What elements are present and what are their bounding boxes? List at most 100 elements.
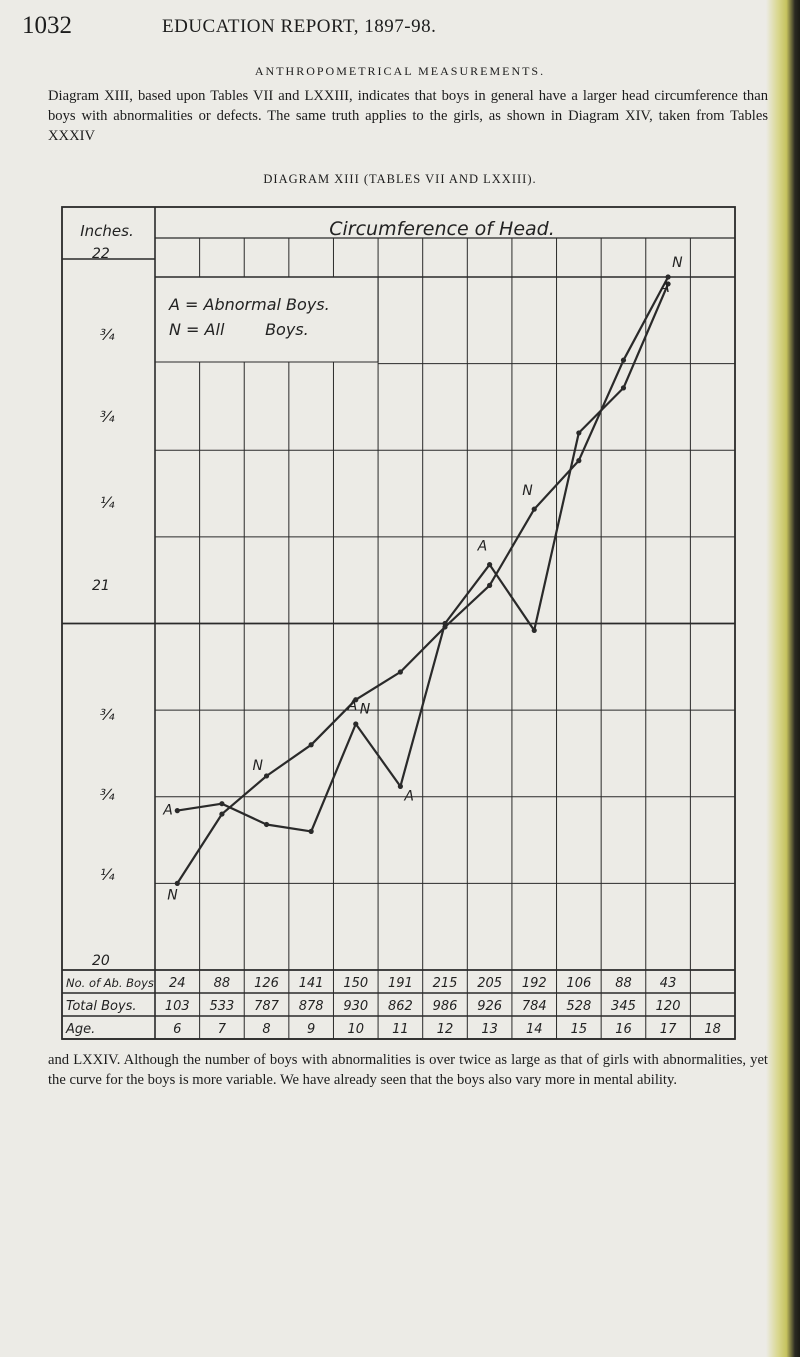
series-label-a: A [347, 698, 358, 714]
y-tick-label: 20 [92, 953, 110, 969]
table-row-label: Total Boys. [66, 999, 137, 1014]
data-point-n [487, 582, 493, 588]
page-number: 1032 [22, 12, 72, 39]
table-cell: 926 [477, 999, 502, 1014]
y-tick-label: ¾ [100, 706, 115, 724]
table-cell: 88 [615, 976, 632, 991]
table-cell: 12 [437, 1022, 454, 1037]
series-label-a: A [162, 803, 173, 819]
intro-paragraph: Diagram XIII, based upon Tables VII and … [48, 88, 768, 144]
y-tick-label: ¾ [100, 408, 115, 426]
table-cell: 43 [660, 976, 677, 991]
table-cell: 88 [214, 976, 231, 991]
y-tick-label: ¼ [100, 494, 115, 512]
y-tick-label: ¾ [100, 786, 115, 804]
table-cell: 120 [656, 999, 681, 1014]
table-row-label: No. of Ab. Boys [66, 976, 154, 990]
table-cell: 24 [169, 976, 186, 991]
legend-line-abnormal: A = Abnormal Boys. [168, 295, 330, 314]
outro-paragraph: and LXXIV. Although the number of boys w… [48, 1052, 768, 1088]
data-point-n [308, 742, 314, 748]
series-label-a: A [659, 280, 670, 296]
table-cell: 862 [388, 999, 413, 1014]
table-cell: 150 [343, 976, 368, 991]
table-cell: 14 [526, 1022, 543, 1037]
data-table: No. of Ab. Boys 24 88 126 141 150 191 215 205 192… [65, 976, 721, 1037]
table-cell: 126 [254, 976, 279, 991]
running-head: 1032 EDUCATION REPORT, 1897-98. [22, 12, 762, 42]
series-label-n: N [360, 702, 371, 718]
data-point-n [576, 458, 582, 464]
y-tick-label: ¼ [100, 866, 115, 884]
table-cell: 784 [522, 999, 547, 1014]
data-point-a [353, 721, 359, 727]
series-label-n: N [253, 758, 264, 774]
data-point-a [665, 281, 671, 287]
data-point-n [620, 357, 627, 363]
data-point-a [308, 828, 314, 835]
y-tick-labels: 22 ¾ ¾ ¼ 21 ¾ ¾ ¼ 20 [92, 246, 115, 969]
series-label-a: A [477, 539, 488, 555]
section-title: ANTHROPOMETRICAL MEASUREMENTS. [254, 64, 546, 78]
table-cell: 9 [307, 1022, 315, 1037]
series-line-a [177, 283, 670, 833]
series-label-n: N [167, 887, 178, 903]
table-cell: 986 [433, 999, 458, 1014]
table-cell: 141 [299, 976, 324, 991]
y-tick-label: ¾ [100, 326, 115, 344]
table-cell: 878 [299, 999, 324, 1014]
table-cell: 533 [210, 999, 235, 1014]
table-cell: 7 [218, 1022, 227, 1037]
table-cell: 15 [571, 1022, 588, 1037]
table-cell: 18 [704, 1022, 721, 1037]
series-label-a: A [403, 788, 414, 804]
table-cell: 11 [392, 1022, 409, 1037]
table-cell: 17 [660, 1022, 677, 1037]
table-cell: 8 [262, 1022, 270, 1037]
data-point-n [219, 811, 225, 817]
data-point-n [665, 274, 671, 280]
table-cell: 787 [254, 999, 280, 1014]
table-cell: 930 [343, 999, 368, 1014]
legend-line-all: N = All Boys. [169, 320, 309, 339]
data-point-a [219, 801, 225, 807]
data-point-a [174, 808, 180, 814]
data-point-a [531, 627, 537, 634]
chart-grid [61, 206, 736, 1040]
data-point-a [263, 821, 270, 828]
table-cell: 6 [173, 1022, 181, 1037]
series-label-n: N [672, 255, 683, 271]
data-point-n [397, 669, 403, 675]
running-title: EDUCATION REPORT, 1897-98. [162, 16, 437, 37]
table-row-label: Age. [65, 1022, 95, 1037]
page-edge-shadow [766, 0, 800, 1357]
table-cell: 528 [566, 999, 591, 1014]
data-point-n [174, 880, 180, 886]
y-tick-label: 21 [92, 578, 110, 594]
data-point-a [620, 385, 627, 391]
series-label-n: N [522, 483, 533, 499]
data-point-n [263, 773, 270, 779]
table-cell: 103 [165, 999, 190, 1014]
y-tick-label: 22 [92, 246, 110, 262]
table-cell: 215 [433, 976, 458, 991]
table-cell: 205 [477, 976, 502, 991]
table-cell: 16 [615, 1022, 632, 1037]
data-point-n [531, 506, 537, 512]
data-point-a [487, 561, 493, 568]
table-cell: 10 [347, 1022, 364, 1037]
table-cell: 345 [611, 999, 636, 1014]
y-axis-label: Inches. [80, 222, 134, 240]
table-cell: 13 [481, 1022, 498, 1037]
table-cell: 106 [566, 976, 591, 991]
data-point-a [576, 430, 582, 436]
table-cell: 192 [522, 976, 547, 991]
data-point-n [353, 697, 359, 703]
diagram-caption: DIAGRAM XIII (TABLES VII AND LXXIII). [263, 172, 537, 186]
series-line-n [176, 276, 670, 884]
table-cell: 191 [388, 976, 413, 991]
data-point-a [397, 783, 403, 789]
data-point-n [442, 624, 448, 630]
